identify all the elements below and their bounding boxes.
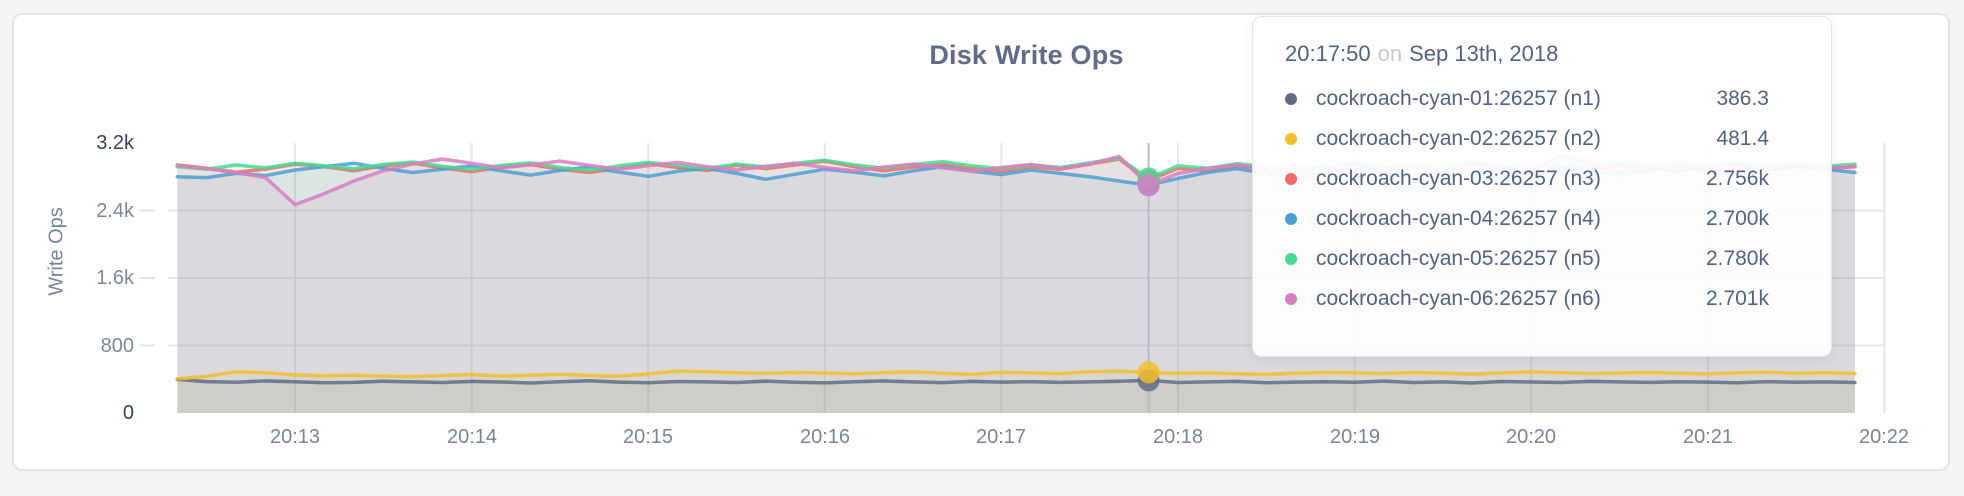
tooltip-date: Sep 13th, 2018 xyxy=(1409,41,1559,66)
tooltip-header: 20:17:50 on Sep 13th, 2018 xyxy=(1285,41,1769,67)
tooltip-series-label: cockroach-cyan-03:26257 (n3) xyxy=(1316,167,1601,190)
tooltip-series-label: cockroach-cyan-05:26257 (n5) xyxy=(1316,247,1601,270)
tooltip-series-label: cockroach-cyan-04:26257 (n4) xyxy=(1316,207,1601,230)
tooltip-series-value: 481.4 xyxy=(1716,127,1769,150)
tooltip-series-value: 386.3 xyxy=(1716,87,1769,110)
x-tick-label: 20:22 xyxy=(1858,426,1910,448)
x-tick-label: 20:14 xyxy=(446,426,498,448)
tooltip-series-label: cockroach-cyan-01:26257 (n1) xyxy=(1316,87,1601,110)
tooltip-series-value: 2.701k xyxy=(1705,287,1769,310)
tooltip-row: cockroach-cyan-03:26257 (n3) 2.756k xyxy=(1285,159,1769,199)
series-color-dot xyxy=(1285,133,1297,145)
tooltip-time: 20:17:50 xyxy=(1285,41,1371,66)
tooltip-series-label: cockroach-cyan-02:26257 (n2) xyxy=(1316,127,1601,150)
y-tick-label: 1.6k xyxy=(96,267,134,289)
tooltip-series-value: 2.780k xyxy=(1705,247,1769,270)
y-axis-title: Write Ops xyxy=(45,207,68,296)
series-color-dot xyxy=(1285,173,1297,185)
y-tick-label: 3.2k xyxy=(96,132,134,154)
series-color-dot xyxy=(1285,293,1297,305)
chart-title: Disk Write Ops xyxy=(929,40,1124,70)
x-tick-label: 20:17 xyxy=(975,426,1027,448)
series-color-dot xyxy=(1285,253,1297,265)
y-tick-label: 0 xyxy=(122,402,134,424)
tooltip-rows: cockroach-cyan-01:26257 (n1) 386.3 cockroa… xyxy=(1285,79,1769,319)
x-tick-label: 20:15 xyxy=(622,426,674,448)
series-color-dot xyxy=(1285,93,1297,105)
tooltip-row: cockroach-cyan-05:26257 (n5) 2.780k xyxy=(1285,239,1769,279)
tooltip-row: cockroach-cyan-04:26257 (n4) 2.700k xyxy=(1285,199,1769,239)
x-tick-label: 20:20 xyxy=(1505,426,1557,448)
x-tick-label: 20:13 xyxy=(269,426,321,448)
hover-tooltip: 20:17:50 on Sep 13th, 2018 cockroach-cyan-… xyxy=(1252,16,1832,357)
x-tick-label: 20:19 xyxy=(1329,426,1381,448)
tooltip-on-word: on xyxy=(1377,41,1403,66)
x-tick-label: 20:21 xyxy=(1682,426,1734,448)
x-tick-label: 20:16 xyxy=(799,426,851,448)
tooltip-row: cockroach-cyan-06:26257 (n6) 2.701k xyxy=(1285,279,1769,319)
tooltip-row: cockroach-cyan-01:26257 (n1) 386.3 xyxy=(1285,79,1769,119)
series-color-dot xyxy=(1285,213,1297,225)
tooltip-series-label: cockroach-cyan-06:26257 (n6) xyxy=(1316,287,1601,310)
y-tick-label: 800 xyxy=(100,335,134,357)
tooltip-series-value: 2.700k xyxy=(1705,207,1769,230)
tooltip-row: cockroach-cyan-02:26257 (n2) 481.4 xyxy=(1285,119,1769,159)
tooltip-series-value: 2.756k xyxy=(1705,167,1769,190)
x-tick-label: 20:18 xyxy=(1152,426,1204,448)
y-tick-label: 2.4k xyxy=(96,200,134,222)
